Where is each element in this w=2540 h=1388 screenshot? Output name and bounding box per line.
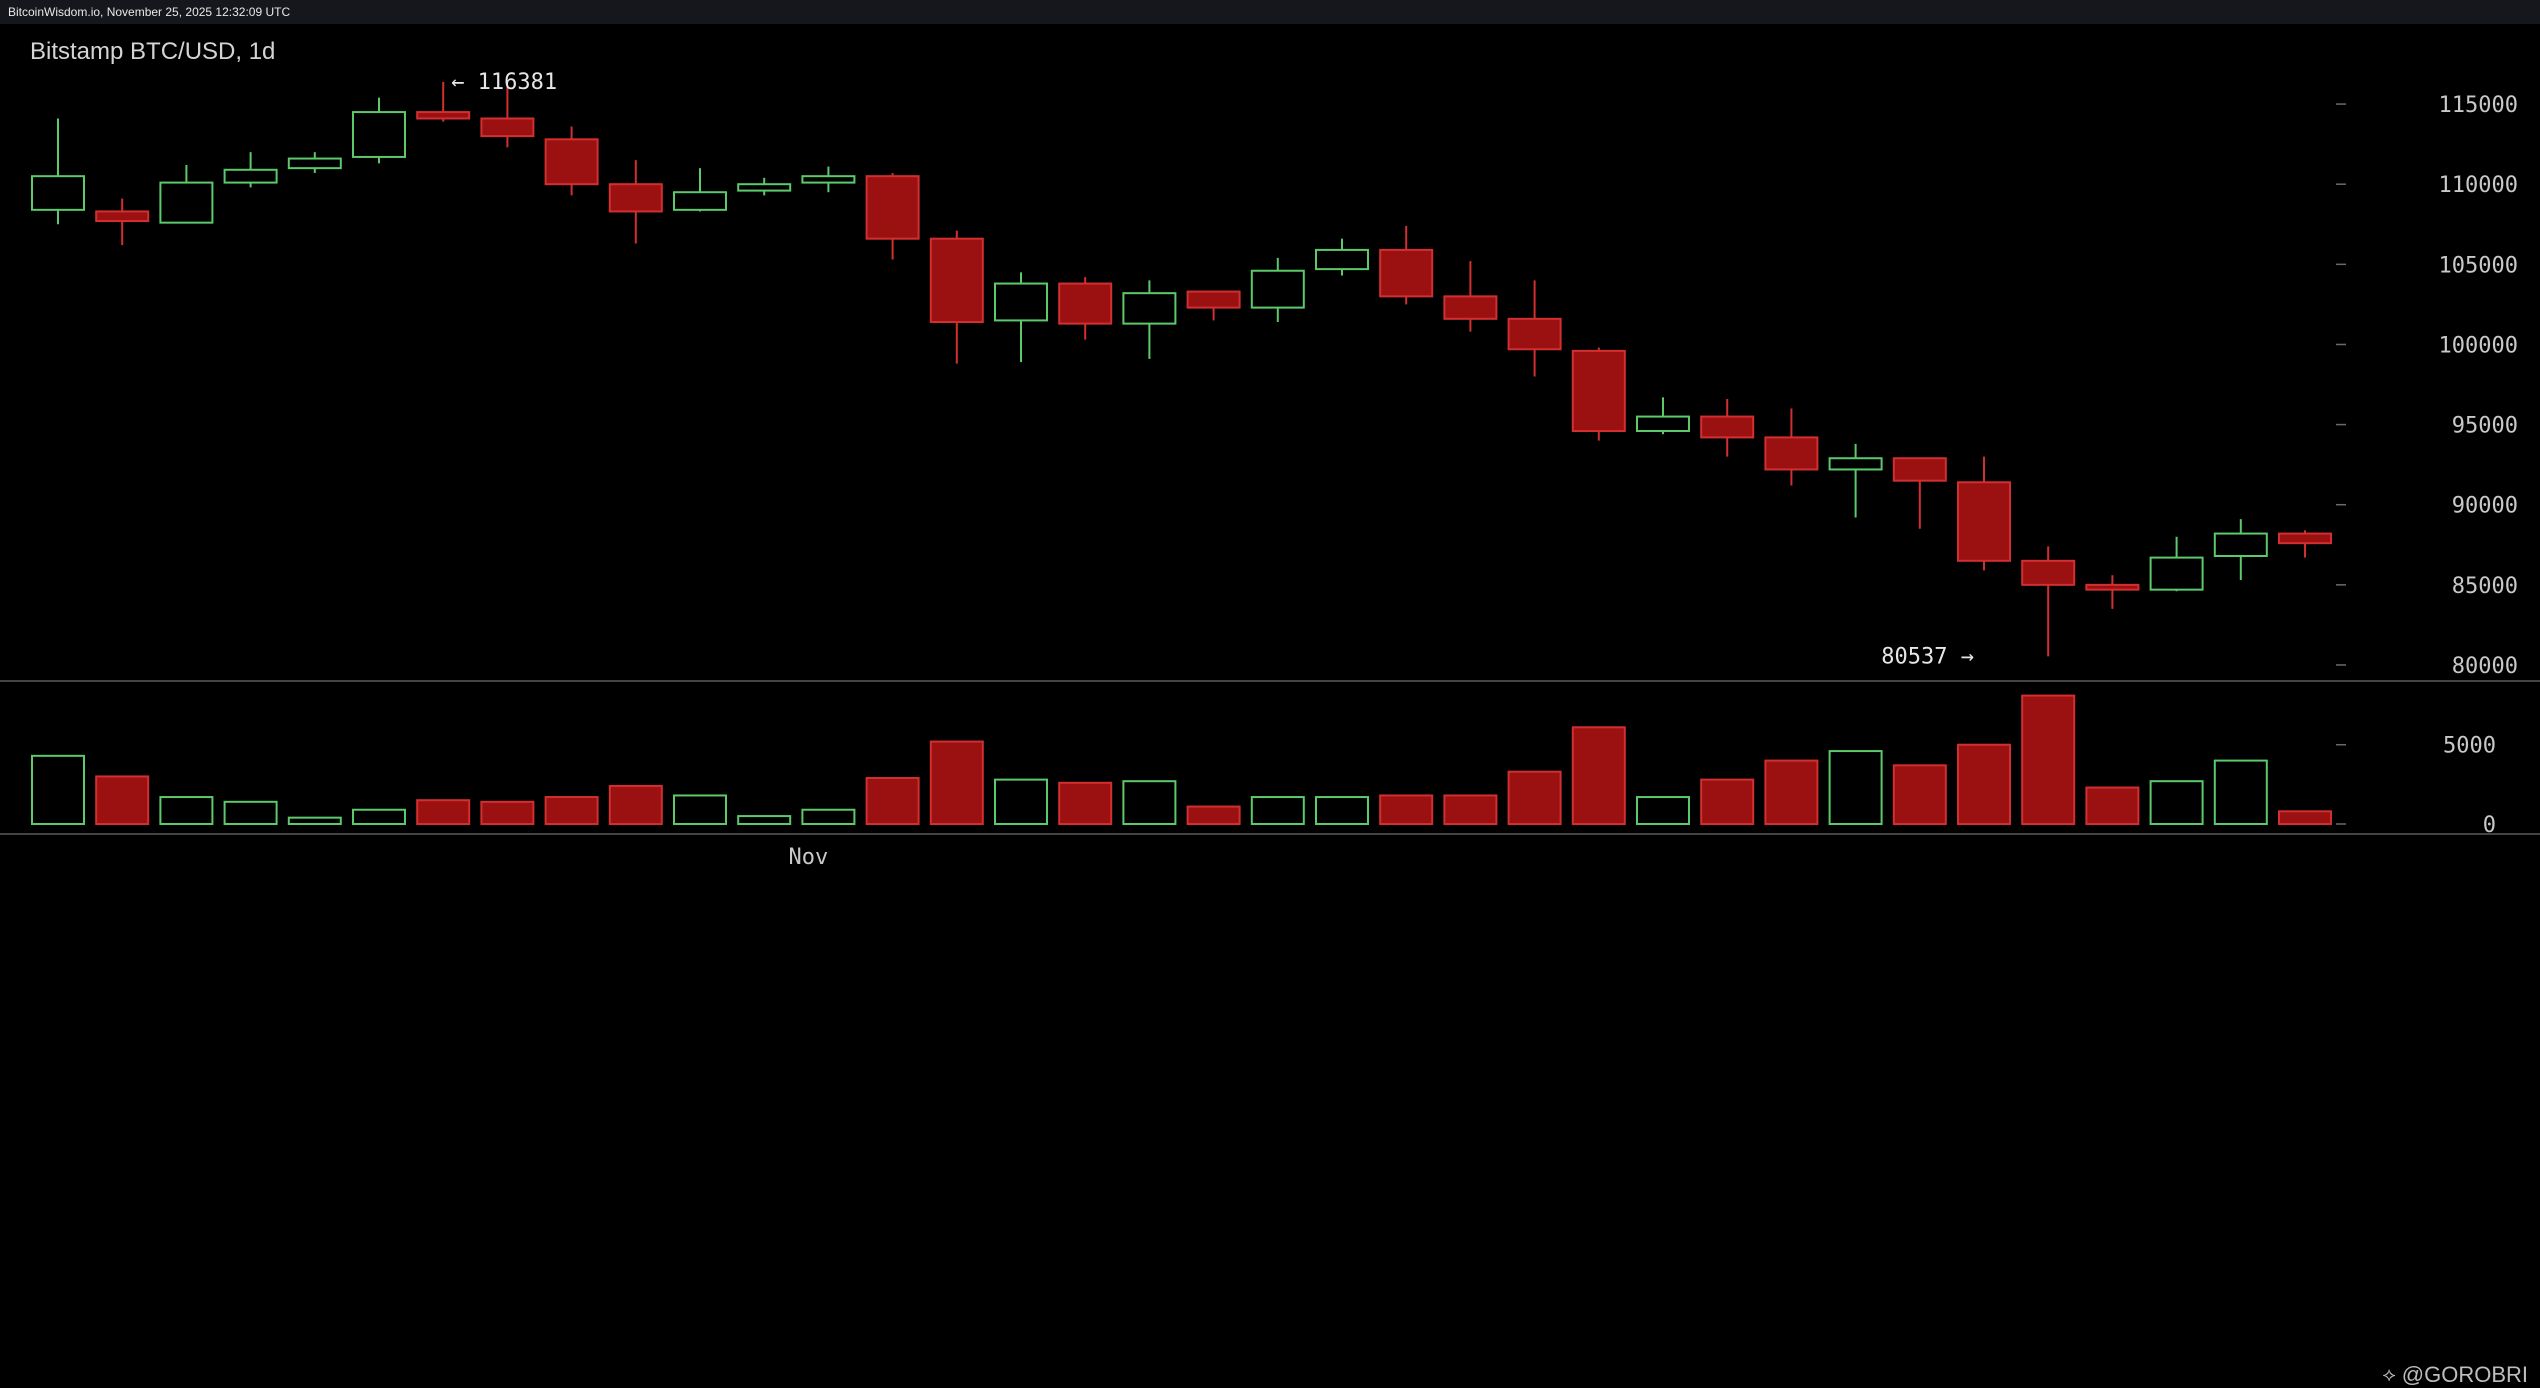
volume-bar-down — [929, 740, 984, 825]
candle-up — [737, 183, 792, 192]
candle-up — [1315, 248, 1369, 271]
candle-up — [673, 191, 727, 211]
watermark: ⟡ @GOROBRI — [2383, 1362, 2528, 1388]
price-tick-label: 105000 — [2439, 253, 2518, 278]
price-tick-label: 90000 — [2452, 494, 2518, 519]
volume-bar-down — [1186, 805, 1241, 825]
candle-down — [1571, 349, 1626, 432]
volume-bar-down — [95, 775, 150, 825]
candle-down — [1379, 248, 1434, 298]
volume-bar-down — [1764, 759, 1819, 826]
candle-down — [95, 210, 150, 223]
price-tick-label: 95000 — [2452, 414, 2518, 439]
watermark-handle: @GOROBRI — [2401, 1362, 2528, 1387]
candle-up — [1636, 415, 1690, 432]
volume-bar-up — [1250, 796, 1305, 825]
top-bar: BitcoinWisdom.io, November 25, 2025 12:3… — [0, 0, 2540, 24]
candle-down — [1507, 317, 1562, 351]
volume-bar-down — [480, 800, 535, 825]
volume-bar-up — [159, 796, 214, 825]
candle-down — [1700, 415, 1755, 439]
volume-bar-up — [2149, 780, 2204, 826]
x-axis-label: Nov — [789, 845, 829, 870]
candle-down — [865, 175, 920, 240]
volume-bar-up — [994, 778, 1048, 825]
volume-bar-up — [1828, 750, 1883, 826]
candle-down — [416, 111, 471, 120]
price-tick-label: 80000 — [2452, 654, 2518, 679]
price-tick-label: 85000 — [2452, 574, 2518, 599]
candle-down — [2085, 583, 2140, 591]
volume-bar-down — [1443, 794, 1498, 826]
price-tick-label: 110000 — [2439, 173, 2518, 198]
candle-down — [608, 183, 663, 213]
candle-down — [1058, 282, 1113, 325]
candle-down — [2278, 532, 2332, 545]
candle-down — [2021, 559, 2076, 586]
volume-bar-up — [2213, 759, 2268, 826]
volume-bar-down — [1379, 794, 1434, 826]
volume-bar-down — [1892, 764, 1947, 826]
volume-bar-down — [2085, 786, 2140, 825]
volume-bar-up — [352, 808, 406, 825]
chart-area: 115000 110000 105000 100000 95000 90000 85000 8… — [0, 24, 2540, 1388]
candle-up — [1250, 269, 1305, 309]
volume-bar-down — [865, 777, 920, 826]
candle-down — [1957, 481, 2011, 562]
volume-bar-down — [608, 784, 663, 826]
chart-title: Bitstamp BTC/USD, 1d — [30, 38, 276, 65]
candle-up — [352, 111, 406, 158]
volume-tick-label: 5000 — [2443, 734, 2496, 759]
volume-bar-down — [544, 796, 599, 825]
volume-bar-up — [737, 815, 792, 826]
volume-bar-down — [1571, 726, 1626, 825]
candle-up — [2149, 556, 2204, 591]
volume-bar-up — [287, 816, 342, 825]
volume-bar-up — [801, 808, 856, 825]
high-annotation: ← 116381 — [451, 70, 557, 95]
volume-tick-label: 0 — [2483, 813, 2496, 838]
candle-up — [223, 168, 278, 184]
source-timestamp: BitcoinWisdom.io, November 25, 2025 12:3… — [8, 5, 291, 19]
candle-up — [31, 175, 85, 211]
volume-bar-up — [1636, 796, 1690, 825]
candle-down — [929, 237, 984, 324]
price-tick-label: 115000 — [2439, 93, 2518, 118]
volume-bar-down — [2278, 810, 2332, 826]
volume-bar-down — [1700, 778, 1755, 825]
candle-down — [1443, 295, 1498, 320]
candle-up — [2213, 532, 2268, 557]
candle-down — [544, 138, 599, 186]
binance-square-logo-icon: ⟡ — [2382, 1363, 2396, 1386]
candle-up — [1122, 292, 1177, 325]
volume-bar-down — [1957, 743, 2011, 825]
low-annotation: 80537 → — [1881, 644, 1974, 669]
candle-down — [480, 117, 535, 138]
candle-up — [159, 181, 214, 224]
volume-bar-up — [673, 794, 727, 826]
candle-up — [287, 157, 342, 170]
volume-bar-down — [416, 799, 471, 825]
candle-down — [1764, 436, 1819, 471]
volume-bar-down — [1058, 781, 1113, 826]
volume-bar-up — [1122, 780, 1177, 826]
candle-down — [1186, 290, 1241, 309]
candle-up — [801, 175, 856, 184]
volume-bar-up — [223, 800, 278, 825]
candlestick-chart: 115000 110000 105000 100000 95000 90000 85000 8… — [0, 70, 2540, 870]
price-tick-label: 100000 — [2439, 333, 2518, 358]
volume-bar-down — [2021, 694, 2076, 826]
volume-bar-up — [31, 754, 85, 826]
candle-up — [1828, 457, 1883, 471]
candle-up — [994, 282, 1048, 322]
candle-down — [1892, 457, 1947, 482]
volume-bar-up — [1315, 796, 1369, 825]
volume-bar-down — [1507, 770, 1562, 825]
